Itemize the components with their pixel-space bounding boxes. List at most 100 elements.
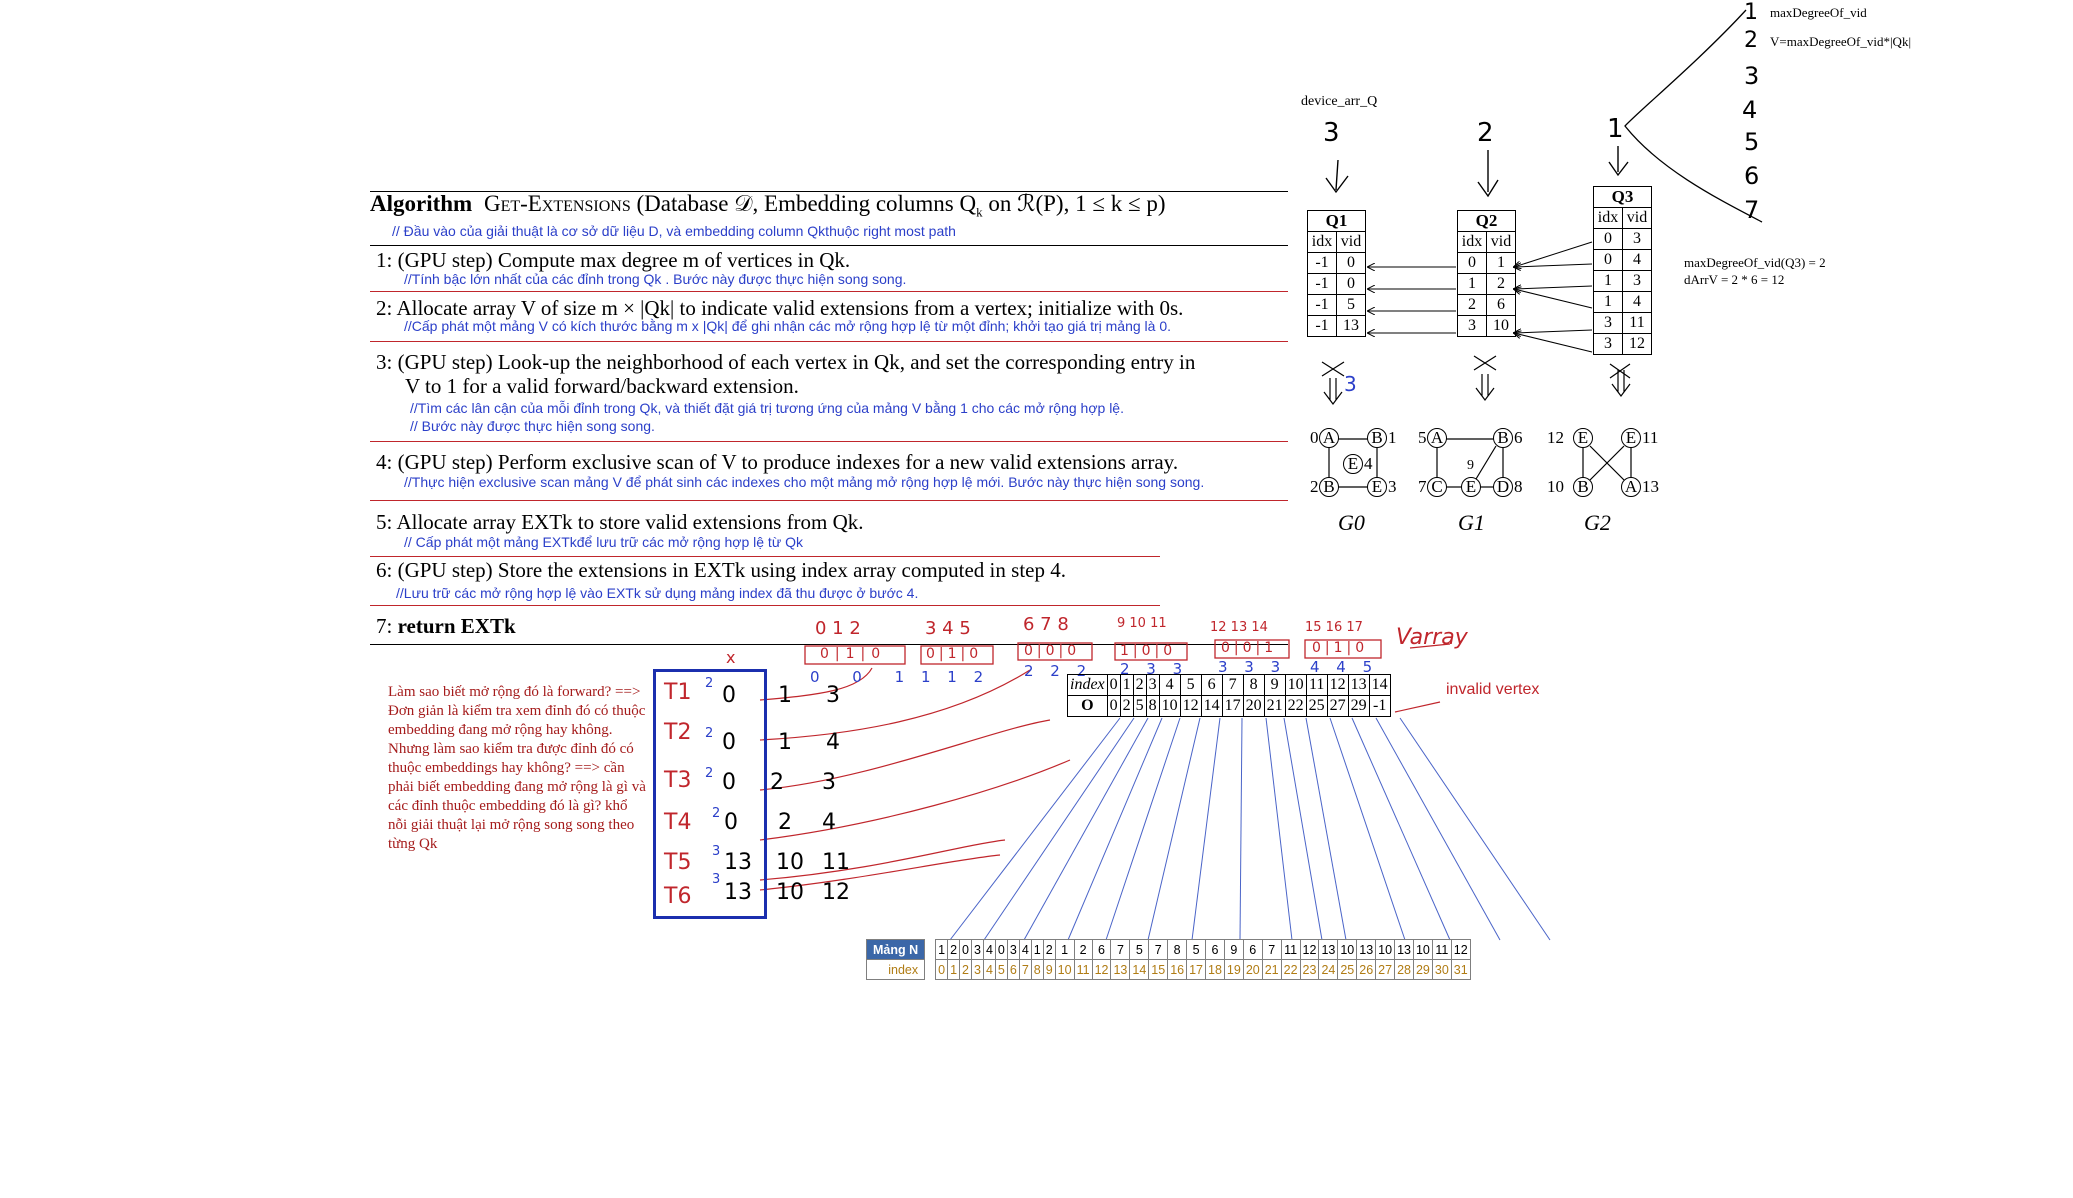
g2-node-e2: E: [1621, 428, 1641, 448]
step-2-note: //Cấp phát một mảng V có kích thước bằng…: [404, 318, 1171, 334]
o-index-cell: 11: [1305, 674, 1328, 696]
t-rows-box: [653, 669, 767, 919]
rule-7: [370, 605, 1160, 606]
g0-node-a: A: [1319, 428, 1339, 448]
q1-col-idx: idx: [1307, 231, 1337, 253]
q3-col-vid: vid: [1622, 207, 1652, 229]
v-under-0: 0 0 1: [810, 668, 919, 686]
o-index-cell: 10: [1284, 674, 1307, 696]
q1-row: -1 0: [1307, 252, 1366, 274]
rule-1: [370, 245, 1288, 246]
v-under-5: 4 4 5: [1310, 658, 1379, 676]
mang-n-cell: 1: [1030, 939, 1044, 960]
g0-node-bb: B: [1319, 477, 1339, 497]
step-1-note: //Tính bậc lớn nhất của các đỉnh trong Q…: [404, 271, 907, 287]
t-deg: 2: [705, 766, 714, 781]
q3-col-idx: idx: [1593, 207, 1623, 229]
mang-n-cell: 12: [1299, 939, 1320, 960]
o-index-cell: 1: [1119, 674, 1134, 696]
t-deg: 3: [712, 844, 721, 859]
o-value-cell: 17: [1221, 695, 1244, 717]
step-3-line2: V to 1 for a valid forward/backward exte…: [405, 374, 799, 398]
o-index-cell: 9: [1263, 674, 1286, 696]
rule-5: [370, 500, 1288, 501]
g1-node-c: C: [1427, 477, 1447, 497]
mang-n-cell: 4: [982, 939, 996, 960]
mang-n-index-cell: 31: [1450, 959, 1471, 980]
g0-num-2: 2: [1310, 477, 1319, 496]
right-list-6: 6: [1744, 162, 1760, 190]
g1-num-7: 7: [1418, 477, 1427, 496]
mang-n-index-cell: 5: [994, 959, 1008, 980]
g1-node-a: A: [1427, 428, 1447, 448]
mang-n-cell: 10: [1337, 939, 1358, 960]
q3-cell: 12: [1622, 333, 1652, 355]
o-value-cell: 8: [1145, 695, 1160, 717]
o-value-cell: 20: [1242, 695, 1265, 717]
mang-n-cell: 1: [935, 939, 949, 960]
o-index-cell: 12: [1326, 674, 1349, 696]
mang-n-cell: 5: [1129, 939, 1150, 960]
g1-num-8: 8: [1514, 477, 1523, 496]
step-7: 7: return EXTk: [376, 614, 516, 638]
mang-n-cell: 0: [994, 939, 1008, 960]
q1-table: Q1 idx vid -1 0 -1 0 -1 5 -1 13: [1307, 210, 1366, 337]
mang-n-cell: 10: [1412, 939, 1433, 960]
t-neighbor-1: 2: [778, 810, 792, 835]
mang-n-cell: 13: [1356, 939, 1377, 960]
mang-n-gap: [925, 940, 936, 960]
q3-row: 3 12: [1593, 333, 1652, 355]
right-list-5: 5: [1744, 128, 1760, 156]
t-neighbor-1: 1: [778, 683, 792, 708]
right-list-3: 3: [1744, 62, 1760, 90]
t-neighbor-1: 1: [778, 730, 792, 755]
mang-n-index-cell: 21: [1261, 959, 1282, 980]
rule-2: [370, 291, 1288, 292]
g0-node-e: E: [1343, 454, 1363, 474]
step-6-note: //Lưu trữ các mở rộng hợp lệ vào EXTk sử…: [396, 585, 919, 601]
t-vertex: 0: [722, 730, 736, 755]
t-neighbor-1: 10: [776, 850, 804, 875]
o-index-cell: 0: [1106, 674, 1121, 696]
mang-n-cell: 6: [1242, 939, 1263, 960]
g0-num-4: 4: [1364, 454, 1373, 473]
mang-n-label: Mảng N: [865, 939, 926, 960]
q1-cell: -1: [1307, 273, 1337, 295]
t-vertex: 13: [724, 850, 752, 875]
g1-node-d: D: [1493, 477, 1513, 497]
mang-n-index-cell: 7: [1018, 959, 1032, 980]
rule-4: [370, 441, 1288, 442]
v-group-4: 0|0|1: [1221, 640, 1278, 656]
o-index-cell: 8: [1242, 674, 1265, 696]
step-6: 6: (GPU step) Store the extensions in EX…: [376, 558, 1066, 582]
q1-row: -1 13: [1307, 315, 1366, 337]
mang-n-index-cell: 0: [935, 959, 949, 980]
v-under-1: 1 1 2: [921, 668, 990, 686]
mang-n-index-cell: 27: [1375, 959, 1396, 980]
mang-n-index-cell: 14: [1129, 959, 1150, 980]
g1-num-6: 6: [1514, 428, 1523, 447]
t-neighbor-1: 2: [770, 770, 784, 795]
mang-n-cell: 13: [1394, 939, 1414, 960]
o-index-row: index 0 1 2 3 4 5 6 7 8 9 10 11 12 13 14: [1067, 674, 1391, 696]
v-top-3: 9 10 11: [1117, 616, 1167, 631]
o-index-cell: 2: [1132, 674, 1147, 696]
t-vertex: 0: [724, 810, 738, 835]
o-value-row: O 0 2 5 8 10 12 14 17 20 21 22 25 27 29 -1: [1067, 695, 1391, 717]
mang-n-index-cell: 30: [1431, 959, 1452, 980]
g0-num-3: 3: [1388, 477, 1397, 496]
t-label: T5: [664, 850, 692, 875]
mang-n-cell: 2: [1073, 939, 1093, 960]
q2-title: Q2: [1457, 210, 1516, 232]
mang-n-index-cell: 6: [1006, 959, 1020, 980]
q-number-3: 3: [1323, 118, 1340, 148]
v-top-4: 12 13 14: [1210, 620, 1268, 635]
mang-n-index-cell: 19: [1223, 959, 1244, 980]
t-neighbor-2: 4: [822, 810, 836, 835]
mang-n-index-cell: 1: [947, 959, 961, 980]
right-calc-1: maxDegreeOf_vid(Q3) = 2: [1684, 255, 1826, 270]
v-under-3: 2 3 3: [1120, 660, 1189, 678]
t-vertex: 0: [722, 770, 736, 795]
v-group-5: 0|1|0: [1312, 640, 1369, 656]
